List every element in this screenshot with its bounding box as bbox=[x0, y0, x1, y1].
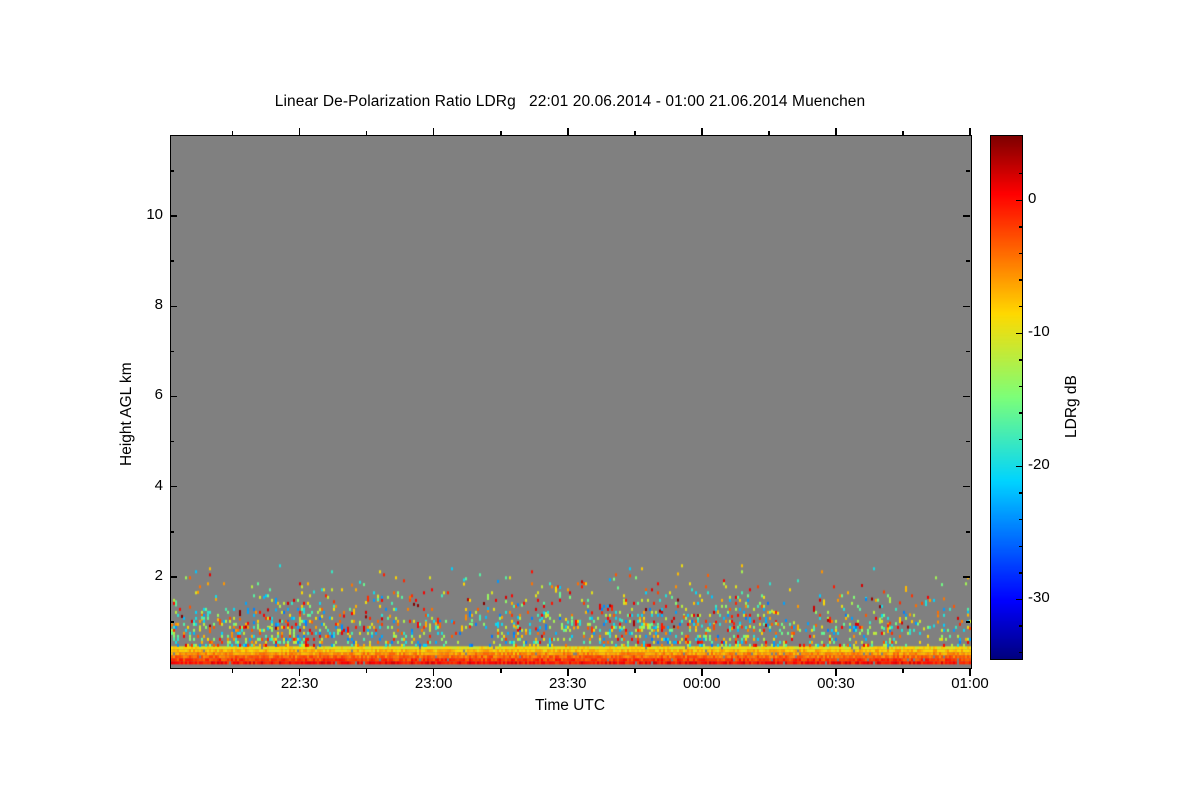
y-axis-tick-label: 4 bbox=[154, 476, 163, 494]
y-axis-tick-major bbox=[963, 485, 970, 488]
y-axis-tick-minor bbox=[966, 621, 970, 623]
x-axis-tick-minor bbox=[902, 131, 904, 135]
x-axis-tick-label: 23:00 bbox=[414, 675, 453, 692]
y-axis-tick-minor bbox=[966, 350, 970, 353]
page-title: Linear De-Polarization Ratio LDRg 22:01 … bbox=[274, 93, 866, 110]
y-axis-tick-major bbox=[170, 215, 177, 217]
colorbar-tick-minor bbox=[1018, 172, 1022, 175]
x-axis-tick-minor bbox=[768, 668, 770, 673]
y-axis-tick-major bbox=[963, 576, 970, 578]
colorbar-tick-major bbox=[1016, 332, 1022, 334]
y-axis-tick-minor bbox=[966, 260, 970, 263]
x-axis-tick-major bbox=[432, 668, 435, 676]
colorbar-tick-minor bbox=[1018, 572, 1022, 574]
colorbar-tick-label: -10 bbox=[1028, 323, 1050, 341]
x-axis-tick-major bbox=[701, 668, 703, 676]
x-axis-tick-minor bbox=[365, 131, 368, 135]
x-axis-tick-label: 01:00 bbox=[951, 675, 989, 692]
x-axis-tick-label: 00:30 bbox=[817, 675, 855, 692]
x-axis-tick-minor bbox=[365, 668, 368, 673]
y-axis-tick-label: 2 bbox=[154, 566, 163, 584]
x-axis-title: Time UTC bbox=[534, 697, 606, 714]
colorbar-gradient bbox=[991, 136, 1022, 659]
y-axis-tick-minor bbox=[170, 350, 174, 353]
y-axis-tick-label: 6 bbox=[154, 386, 163, 404]
x-axis-tick-minor bbox=[231, 131, 234, 135]
colorbar-title: LDRg dB bbox=[1063, 375, 1080, 438]
x-axis-tick-major bbox=[298, 128, 301, 135]
colorbar-tick-minor bbox=[1018, 412, 1022, 414]
y-axis-tick-major bbox=[170, 305, 177, 308]
colorbar-tick-minor bbox=[1018, 492, 1022, 494]
x-axis-tick-label: 00:00 bbox=[683, 675, 721, 692]
x-axis-tick-major bbox=[566, 128, 569, 135]
y-axis-tick-minor bbox=[170, 260, 174, 263]
colorbar-tick-minor bbox=[1018, 518, 1022, 521]
x-axis-tick-minor bbox=[499, 131, 502, 135]
colorbar-tick-label: -30 bbox=[1028, 589, 1050, 607]
y-axis-tick-minor bbox=[170, 530, 174, 533]
colorbar-tick-label: 0 bbox=[1028, 190, 1037, 208]
colorbar-tick-minor bbox=[1018, 651, 1022, 654]
y-axis-tick-major bbox=[170, 485, 177, 488]
colorbar-tick-minor bbox=[1018, 439, 1022, 441]
y-axis-tick-minor bbox=[170, 440, 174, 443]
colorbar-tick-major bbox=[1016, 199, 1022, 201]
y-axis-tick-major bbox=[963, 215, 970, 217]
y-axis-tick-major bbox=[963, 395, 970, 398]
x-axis-tick-label: 22:30 bbox=[280, 675, 319, 692]
colorbar-tick-label: -20 bbox=[1028, 456, 1050, 474]
colorbar-tick-major bbox=[1016, 465, 1022, 468]
x-axis-tick-minor bbox=[499, 668, 502, 673]
colorbar-tick-minor bbox=[1018, 625, 1022, 627]
colorbar-tick-minor bbox=[1018, 226, 1022, 228]
y-axis-tick-label: 10 bbox=[146, 206, 163, 224]
x-axis-tick-major bbox=[835, 128, 837, 135]
y-axis-tick-major bbox=[963, 305, 970, 308]
colorbar-tick-minor bbox=[1018, 279, 1022, 281]
x-axis-tick-major bbox=[701, 128, 703, 135]
x-axis-tick-major bbox=[835, 668, 837, 676]
x-axis-tick-major bbox=[566, 668, 569, 676]
x-axis-tick-minor bbox=[231, 668, 234, 673]
y-axis-tick-label: 8 bbox=[154, 296, 163, 314]
x-axis-tick-major bbox=[432, 128, 435, 135]
x-axis-tick-major bbox=[298, 668, 301, 676]
x-axis-tick-label: 23:30 bbox=[548, 675, 587, 692]
colorbar-tick-minor bbox=[1018, 305, 1022, 308]
x-axis-tick-minor bbox=[768, 131, 770, 135]
y-axis-title: Height AGL km bbox=[118, 362, 135, 466]
colorbar-tick-major bbox=[1016, 598, 1022, 601]
x-axis-tick-minor bbox=[634, 131, 636, 135]
colorbar-tick-minor bbox=[1018, 545, 1022, 547]
colorbar-tick-minor bbox=[1018, 385, 1022, 388]
y-axis-tick-major bbox=[170, 395, 177, 398]
x-axis-tick-major bbox=[969, 668, 971, 676]
y-axis-tick-minor bbox=[966, 170, 970, 172]
colorbar-tick-minor bbox=[1018, 252, 1022, 255]
y-axis-tick-minor bbox=[170, 170, 174, 172]
y-axis-tick-minor bbox=[966, 440, 970, 443]
heatmap-data-canvas bbox=[171, 136, 971, 668]
y-axis-tick-minor bbox=[966, 530, 970, 533]
x-axis-tick-minor bbox=[634, 668, 636, 673]
y-axis-tick-minor bbox=[170, 621, 174, 623]
y-axis-tick-major bbox=[170, 576, 177, 578]
x-axis-tick-minor bbox=[902, 668, 904, 673]
plot-area[interactable] bbox=[170, 135, 972, 669]
colorbar[interactable] bbox=[990, 135, 1023, 660]
x-axis-tick-major bbox=[969, 128, 971, 135]
colorbar-tick-minor bbox=[1018, 359, 1022, 361]
